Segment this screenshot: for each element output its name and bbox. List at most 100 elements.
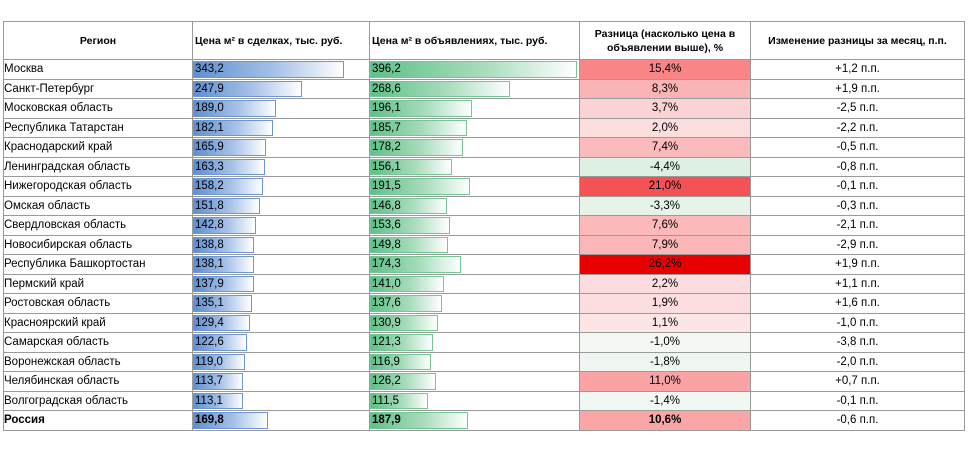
region-cell: Волгоградская область <box>3 390 193 411</box>
deal-price-cell: 165,9 <box>192 137 370 158</box>
deal-price-cell: 138,8 <box>192 234 370 255</box>
ad-price-bar <box>370 100 473 117</box>
deal-price-value: 113,1 <box>195 394 223 407</box>
table-row: Московская область 189,0 196,1 3,7% -2,5 п.п… <box>3 98 965 119</box>
region-cell: Новосибирская область <box>3 234 193 255</box>
ad-price-value: 137,6 <box>372 297 401 310</box>
deal-price-value: 122,6 <box>195 336 224 349</box>
ad-price-cell: 116,9 <box>369 351 580 372</box>
region-cell: Омская область <box>3 195 193 216</box>
table-body: Москва 343,2 396,2 15,4% +1,2 п.п. Санкт-Пете… <box>3 59 965 431</box>
ad-price-bar <box>370 353 432 370</box>
deal-price-value: 135,1 <box>195 297 224 310</box>
change-cell: +0,7 п.п. <box>750 371 965 392</box>
deal-price-cell: 129,4 <box>192 312 370 333</box>
deal-price-bar <box>193 100 277 117</box>
deal-price-bar <box>193 119 274 136</box>
ad-price-value: 191,5 <box>372 180 401 193</box>
table-row: Самарская область 122,6 121,3 -1,0% -3,8 п.п… <box>3 332 965 353</box>
deal-price-value: 158,2 <box>195 180 224 193</box>
change-cell: -2,0 п.п. <box>750 351 965 372</box>
change-cell: -2,5 п.п. <box>750 98 965 119</box>
region-cell: Ленинградская область <box>3 156 193 177</box>
deal-price-bar <box>193 61 344 78</box>
deal-price-bar <box>193 275 254 292</box>
ad-price-cell: 153,6 <box>369 215 580 236</box>
change-cell: -0,6 п.п. <box>750 410 965 431</box>
table-row: Краснодарский край 165,9 178,2 7,4% -0,5 п.п… <box>3 137 965 158</box>
deal-price-bar <box>193 314 250 331</box>
ad-price-bar <box>370 197 447 214</box>
header-ad-price: Цена м² в объявлениях, тыс. руб. <box>369 21 580 60</box>
deal-price-cell: 163,3 <box>192 156 370 177</box>
change-cell: +1,9 п.п. <box>750 78 965 99</box>
deal-price-cell: 138,1 <box>192 254 370 275</box>
difference-cell: 7,4% <box>579 137 751 158</box>
deal-price-cell: 113,1 <box>192 390 370 411</box>
change-cell: -3,8 п.п. <box>750 332 965 353</box>
change-cell: -2,1 п.п. <box>750 215 965 236</box>
difference-cell: 15,4% <box>579 59 751 80</box>
ad-price-value: 141,0 <box>372 277 401 290</box>
ad-price-value: 156,1 <box>372 160 401 173</box>
difference-cell: -1,0% <box>579 332 751 353</box>
ad-price-value: 153,6 <box>372 219 401 232</box>
ad-price-cell: 146,8 <box>369 195 580 216</box>
deal-price-bar <box>193 217 256 234</box>
deal-price-value: 113,7 <box>195 375 223 388</box>
table-row: Новосибирская область 138,8 149,8 7,9% -2,9 … <box>3 234 965 255</box>
ad-price-cell: 111,5 <box>369 390 580 411</box>
ad-price-cell: 196,1 <box>369 98 580 119</box>
difference-cell: 1,9% <box>579 293 751 314</box>
region-cell: Воронежская область <box>3 351 193 372</box>
deal-price-value: 137,9 <box>195 277 224 290</box>
deal-price-cell: 158,2 <box>192 176 370 197</box>
region-cell: Самарская область <box>3 332 193 353</box>
ad-price-value: 174,3 <box>372 258 401 271</box>
deal-price-bar <box>193 373 244 390</box>
table-row: Челябинская область 113,7 126,2 11,0% +0,7 п… <box>3 371 965 392</box>
ad-price-value: 130,9 <box>372 316 401 329</box>
deal-price-bar <box>193 353 246 370</box>
region-cell: Свердловская область <box>3 215 193 236</box>
difference-cell: 21,0% <box>579 176 751 197</box>
deal-price-value: 165,9 <box>195 141 224 154</box>
deal-price-value: 189,0 <box>195 102 224 115</box>
deal-price-bar <box>193 178 263 195</box>
deal-price-cell: 142,8 <box>192 215 370 236</box>
ad-price-cell: 178,2 <box>369 137 580 158</box>
ad-price-bar <box>370 275 444 292</box>
ad-price-value: 146,8 <box>372 199 401 212</box>
table-row: Пермский край 137,9 141,0 2,2% +1,1 п.п. <box>3 273 965 294</box>
ad-price-bar <box>370 392 429 409</box>
difference-cell: -3,3% <box>579 195 751 216</box>
ad-price-cell: 149,8 <box>369 234 580 255</box>
table-row: Нижегородская область 158,2 191,5 21,0% -0,1… <box>3 176 965 197</box>
deal-price-bar <box>193 256 254 273</box>
table-row: Волгоградская область 113,1 111,5 -1,4% -0,1… <box>3 390 965 411</box>
header-deal-price: Цена м² в сделках, тыс. руб. <box>192 21 370 60</box>
ad-price-cell: 137,6 <box>369 293 580 314</box>
region-cell: Челябинская область <box>3 371 193 392</box>
ad-price-value: 178,2 <box>372 141 401 154</box>
total-row: Россия 169,8 187,9 10,6% -0,6 п.п. <box>3 410 965 431</box>
ad-price-bar <box>370 314 439 331</box>
deal-price-value: 151,8 <box>195 199 224 212</box>
ad-price-bar <box>370 80 511 97</box>
ad-price-value: 196,1 <box>372 102 401 115</box>
deal-price-cell: 135,1 <box>192 293 370 314</box>
difference-cell: 3,7% <box>579 98 751 119</box>
region-cell: Московская область <box>3 98 193 119</box>
table-row: Свердловская область 142,8 153,6 7,6% -2,1 п… <box>3 215 965 236</box>
ad-price-bar <box>370 295 442 312</box>
difference-cell: 7,6% <box>579 215 751 236</box>
difference-cell: -1,4% <box>579 390 751 411</box>
difference-cell: 2,2% <box>579 273 751 294</box>
ad-price-cell: 185,7 <box>369 117 580 138</box>
deal-price-cell: 113,7 <box>192 371 370 392</box>
change-cell: -2,2 п.п. <box>750 117 965 138</box>
ad-price-cell: 130,9 <box>369 312 580 333</box>
ad-price-bar <box>370 61 577 78</box>
ad-price-cell: 126,2 <box>369 371 580 392</box>
deal-price-bar <box>193 80 303 97</box>
